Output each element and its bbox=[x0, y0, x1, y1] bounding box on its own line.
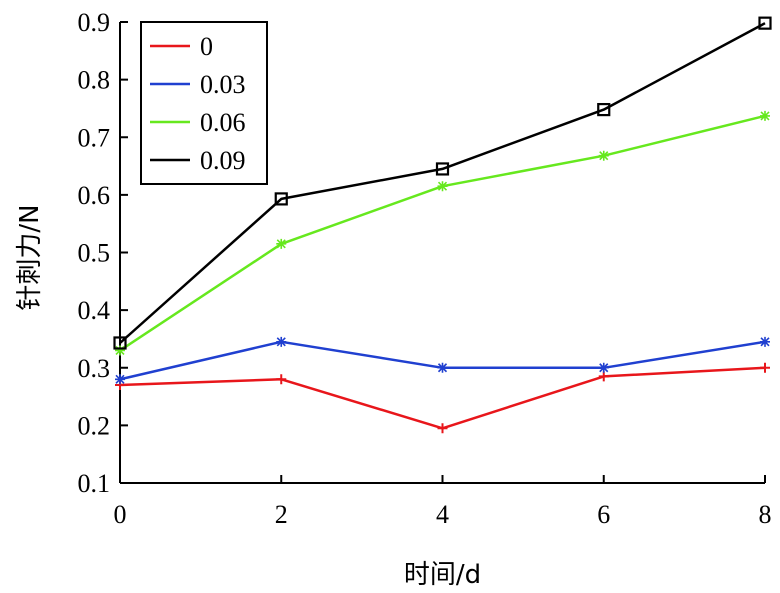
star-marker bbox=[276, 336, 287, 347]
y-tick-label: 0.9 bbox=[78, 8, 111, 37]
legend-label: 0.09 bbox=[200, 146, 246, 175]
plus-marker bbox=[437, 423, 448, 434]
series-0.03 bbox=[115, 336, 770, 385]
star-marker bbox=[760, 110, 770, 121]
star-marker bbox=[276, 238, 287, 249]
series-0.06 bbox=[115, 110, 770, 356]
series-layer bbox=[113, 16, 772, 434]
y-tick-label: 0.4 bbox=[78, 296, 111, 325]
star-marker bbox=[598, 362, 609, 373]
star-marker bbox=[598, 150, 609, 161]
series-line bbox=[119, 366, 766, 430]
square-marker bbox=[758, 16, 772, 30]
square-marker bbox=[274, 192, 288, 206]
y-tick-label: 0.1 bbox=[78, 469, 111, 498]
star-marker bbox=[115, 345, 125, 356]
x-tick-label: 4 bbox=[436, 500, 449, 529]
y-tick-label: 0.8 bbox=[78, 66, 111, 95]
plus-marker bbox=[598, 371, 609, 382]
y-tick-label: 0.2 bbox=[78, 411, 111, 440]
legend-label: 0.03 bbox=[200, 70, 246, 99]
y-axis-title: 针刺力/N bbox=[15, 204, 45, 310]
x-tick-label: 0 bbox=[114, 500, 127, 529]
x-axis-title: 时间/d bbox=[404, 560, 481, 590]
series-0 bbox=[115, 362, 770, 434]
x-tick-label: 6 bbox=[597, 500, 610, 529]
x-tick-label: 8 bbox=[759, 500, 772, 529]
x-tick-label: 2 bbox=[275, 500, 288, 529]
y-tick-label: 0.5 bbox=[78, 239, 111, 268]
series-0.09 bbox=[113, 16, 772, 350]
square-marker bbox=[597, 102, 611, 117]
legend-box bbox=[140, 21, 268, 185]
square-marker bbox=[435, 162, 450, 176]
plus-marker bbox=[276, 374, 287, 385]
star-marker bbox=[437, 362, 448, 373]
plus-marker bbox=[760, 362, 770, 373]
star-marker bbox=[437, 181, 448, 192]
legend-label: 0.06 bbox=[200, 108, 246, 137]
y-tick-label: 0.3 bbox=[78, 354, 111, 383]
star-marker bbox=[115, 374, 125, 385]
star-marker bbox=[760, 336, 770, 347]
series-line bbox=[119, 22, 766, 344]
square-marker bbox=[113, 336, 127, 350]
axes: 0.1 0.2 0.3 0.4 0.5 0.6 0.7 0.8 0.9 0 2 4 6 8 bbox=[78, 8, 772, 529]
legend: 0 0.03 0.06 0.09 bbox=[140, 21, 268, 185]
legend-label: 0 bbox=[200, 32, 213, 61]
y-tick-label: 0.7 bbox=[78, 123, 111, 152]
y-tick-label: 0.6 bbox=[78, 181, 111, 210]
